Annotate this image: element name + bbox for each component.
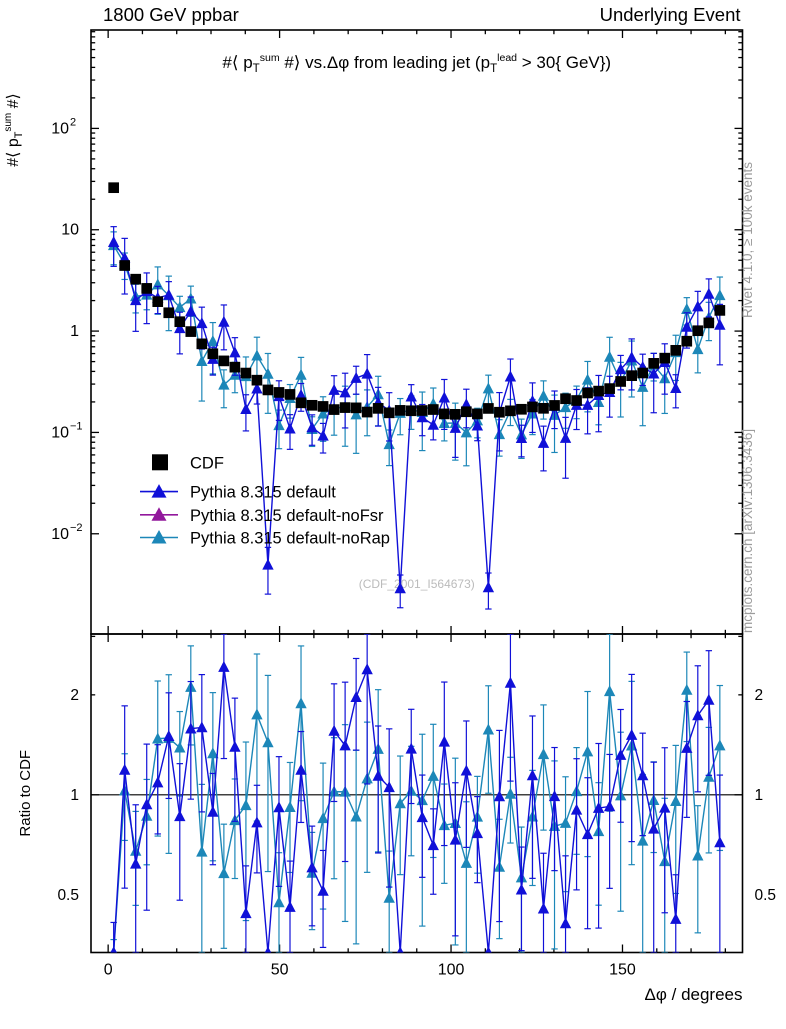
svg-text:Δφ / degrees: Δφ / degrees [645, 985, 743, 1004]
svg-text:Underlying Event: Underlying Event [600, 4, 741, 25]
svg-text:1800 GeV ppbar: 1800 GeV ppbar [103, 4, 239, 25]
svg-text:10: 10 [61, 222, 79, 239]
svg-text:100: 100 [438, 962, 465, 979]
svg-text:2: 2 [755, 687, 764, 704]
svg-text:10: 10 [51, 120, 69, 137]
svg-text:mcplots.cern.ch [arXiv:1306.34: mcplots.cern.ch [arXiv:1306.3436] [740, 429, 755, 633]
svg-text:Pythia 8.315 default-noFsr: Pythia 8.315 default-noFsr [190, 507, 384, 525]
svg-text:Ratio to CDF: Ratio to CDF [17, 750, 34, 837]
svg-text:0.5: 0.5 [755, 887, 777, 904]
svg-text:−1: −1 [70, 420, 83, 432]
svg-text:150: 150 [609, 962, 636, 979]
svg-text:2: 2 [70, 116, 76, 128]
svg-text:10: 10 [51, 424, 69, 441]
svg-text:#⟨ pTsum #⟩ vs.Δφ from leading: #⟨ pTsum #⟩ vs.Δφ from leading jet (pTle… [222, 52, 611, 75]
svg-text:Pythia 8.315 default: Pythia 8.315 default [190, 484, 336, 502]
svg-text:−2: −2 [70, 522, 83, 534]
svg-text:Rivet 4.1.0, ≥ 100k events: Rivet 4.1.0, ≥ 100k events [740, 162, 755, 318]
svg-text:0: 0 [104, 962, 113, 979]
svg-text:(CDF_2001_I564673): (CDF_2001_I564673) [359, 577, 475, 591]
svg-text:1: 1 [70, 787, 79, 804]
svg-text:50: 50 [271, 962, 289, 979]
svg-text:#⟨ pTsum #⟩: #⟨ pTsum #⟩ [3, 93, 25, 166]
svg-text:1: 1 [755, 787, 764, 804]
svg-text:CDF: CDF [190, 454, 224, 472]
svg-text:Pythia 8.315 default-noRap: Pythia 8.315 default-noRap [190, 530, 390, 548]
svg-text:0.5: 0.5 [57, 887, 79, 904]
svg-text:2: 2 [70, 687, 79, 704]
svg-text:1: 1 [70, 323, 79, 340]
svg-text:10: 10 [51, 526, 69, 543]
